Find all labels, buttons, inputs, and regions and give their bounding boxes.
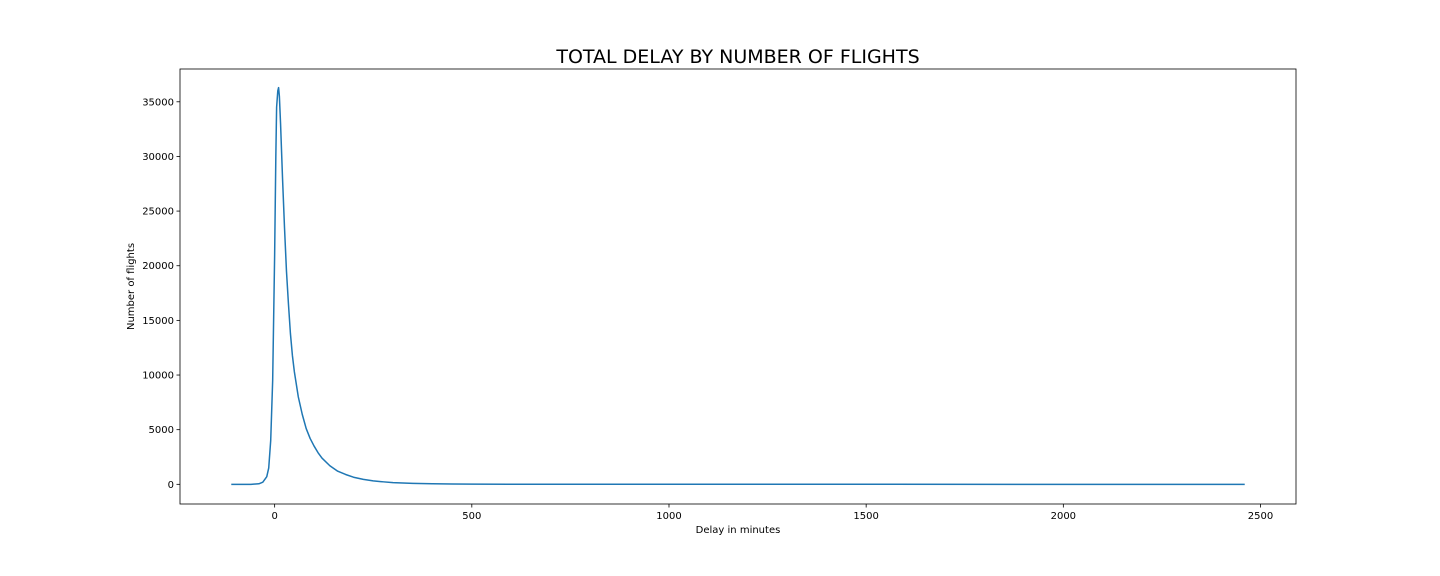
y-tick-label-20000: 20000 bbox=[142, 261, 174, 272]
chart-title: TOTAL DELAY BY NUMBER OF FLIGHTS bbox=[555, 46, 919, 68]
x-tick-label-1500: 1500 bbox=[853, 511, 878, 522]
x-tick-label-1000: 1000 bbox=[656, 511, 681, 522]
series-line-0 bbox=[231, 86, 1245, 486]
y-tick-label-30000: 30000 bbox=[142, 152, 174, 163]
x-tick-label-2000: 2000 bbox=[1051, 511, 1076, 522]
y-tick-label-15000: 15000 bbox=[142, 316, 174, 327]
plot-area: 0 500 1000 1500 2000 250005000100001500020000… bbox=[142, 68, 1297, 522]
y-axis-label: Number of flights bbox=[126, 243, 137, 330]
y-tick-label-35000: 35000 bbox=[142, 97, 174, 108]
x-tick-label-0: 0 bbox=[271, 511, 277, 522]
y-tick-label-5000: 5000 bbox=[149, 425, 174, 436]
x-tick-label-2500: 2500 bbox=[1248, 511, 1273, 522]
x-tick-label-500: 500 bbox=[462, 511, 481, 522]
y-tick-label-25000: 25000 bbox=[142, 207, 174, 218]
y-tick-label-10000: 10000 bbox=[142, 371, 174, 382]
y-tick-label-0: 0 bbox=[168, 480, 174, 491]
plot-frame bbox=[179, 68, 1297, 505]
x-axis-label: Delay in minutes bbox=[696, 525, 781, 536]
